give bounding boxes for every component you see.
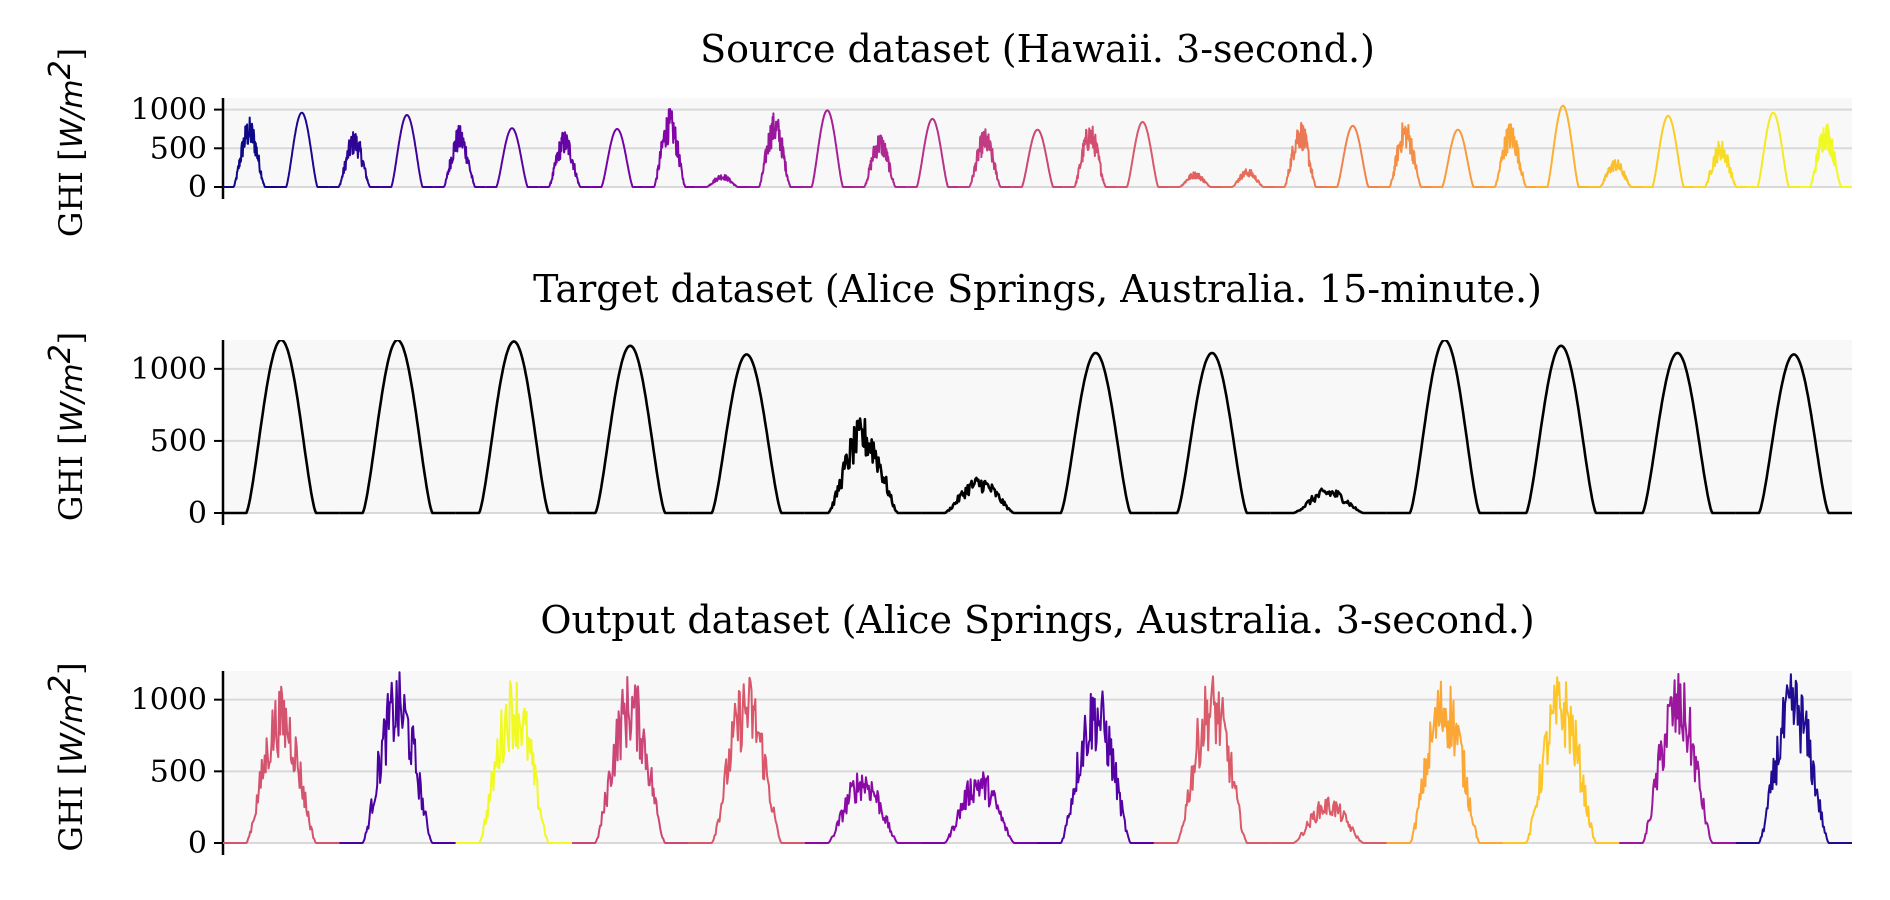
series-line-day-9 <box>642 108 697 188</box>
series-line-day-14 <box>1735 673 1852 844</box>
series-line-day-11 <box>1386 340 1504 515</box>
series-line-day-4 <box>571 344 689 515</box>
series-line-day-10 <box>1269 487 1387 515</box>
plot-background <box>223 671 1852 843</box>
series-group <box>223 671 1852 844</box>
series-line-day-17 <box>1063 125 1117 188</box>
y-tick-label: 0 <box>188 170 207 205</box>
series-line-day-8 <box>1037 351 1155 515</box>
series-line-day-6 <box>485 127 539 188</box>
series-line-day-3 <box>327 131 382 188</box>
series-group <box>223 104 1852 188</box>
series-line-day-26 <box>1536 104 1590 188</box>
series-line-day-1 <box>223 685 340 844</box>
y-axis-label: GHI [W/m2] <box>43 332 90 521</box>
y-tick-label: 1000 <box>131 93 207 128</box>
series-line-day-12 <box>1502 344 1620 515</box>
series-line-day-2 <box>339 671 456 844</box>
series-line-day-9 <box>1153 351 1271 515</box>
series-line-day-4 <box>380 114 434 188</box>
series-line-day-7 <box>921 771 1038 844</box>
chart-title: Source dataset (Hawaii. 3-second.) <box>700 27 1375 71</box>
series-line-day-6 <box>804 772 922 844</box>
series-line-day-7 <box>920 476 1038 515</box>
series-line-day-4 <box>572 676 689 844</box>
series-line-day-29 <box>1693 140 1748 188</box>
series-line-day-22 <box>1326 124 1380 188</box>
series-line-day-2 <box>339 340 456 515</box>
y-tick-label: 500 <box>150 424 207 459</box>
y-tick-label: 500 <box>150 131 207 166</box>
series-line-day-13 <box>853 134 907 188</box>
y-tick-label: 500 <box>150 754 207 789</box>
series-line-day-25 <box>1483 123 1538 188</box>
series-line-day-14 <box>905 117 960 188</box>
series-line-day-3 <box>455 680 573 844</box>
chart-panel-2: 0 500 1000 Target dataset (Alice Springs, A… <box>43 267 1852 531</box>
series-line-day-31 <box>1798 123 1852 188</box>
series-line-day-12 <box>800 109 855 188</box>
series-line-day-19 <box>1168 171 1222 188</box>
y-tick-label: 0 <box>188 496 207 531</box>
series-line-day-30 <box>1746 111 1800 188</box>
series-line-day-5 <box>432 124 487 188</box>
chart-title: Output dataset (Alice Springs, Australia… <box>540 598 1534 642</box>
series-line-day-11 <box>1386 680 1503 844</box>
series-line-day-3 <box>455 340 573 515</box>
series-line-day-27 <box>1588 159 1643 188</box>
series-group <box>223 340 1852 515</box>
series-line-day-1 <box>223 340 340 515</box>
series-line-day-6 <box>804 417 922 515</box>
series-line-day-10 <box>695 174 749 188</box>
y-axis-label: GHI [W/m2] <box>43 48 90 237</box>
y-tick-label: 1000 <box>131 683 207 718</box>
series-line-day-12 <box>1502 676 1620 844</box>
series-line-day-8 <box>1037 690 1154 844</box>
y-tick-label: 1000 <box>131 352 207 387</box>
series-line-day-1 <box>223 116 277 188</box>
chart-panel-3: 0 500 1000 Output dataset (Alice Springs, A… <box>43 598 1852 861</box>
series-line-day-16 <box>1010 128 1065 188</box>
series-line-day-28 <box>1641 114 1695 188</box>
y-axis-label: GHI [W/m2] <box>43 662 90 851</box>
series-line-day-21 <box>1273 121 1328 188</box>
series-line-day-14 <box>1735 353 1852 515</box>
plot-background <box>223 98 1852 187</box>
series-line-day-10 <box>1270 796 1387 844</box>
series-line-day-18 <box>1115 121 1170 188</box>
series-line-day-20 <box>1220 168 1275 188</box>
chart-title: Target dataset (Alice Springs, Australia… <box>533 267 1542 311</box>
series-line-day-11 <box>747 112 802 188</box>
series-line-day-24 <box>1431 128 1485 188</box>
series-line-day-5 <box>688 353 806 515</box>
plot-background <box>223 340 1852 513</box>
series-line-day-15 <box>958 128 1012 188</box>
series-line-day-13 <box>1619 351 1736 515</box>
series-line-day-2 <box>275 111 329 188</box>
series-line-day-8 <box>590 128 644 188</box>
series-line-day-5 <box>688 676 805 844</box>
series-line-day-7 <box>537 131 592 188</box>
series-line-day-9 <box>1153 675 1271 844</box>
series-line-day-13 <box>1619 673 1736 844</box>
series-line-day-23 <box>1378 122 1433 188</box>
y-tick-label: 0 <box>188 826 207 861</box>
